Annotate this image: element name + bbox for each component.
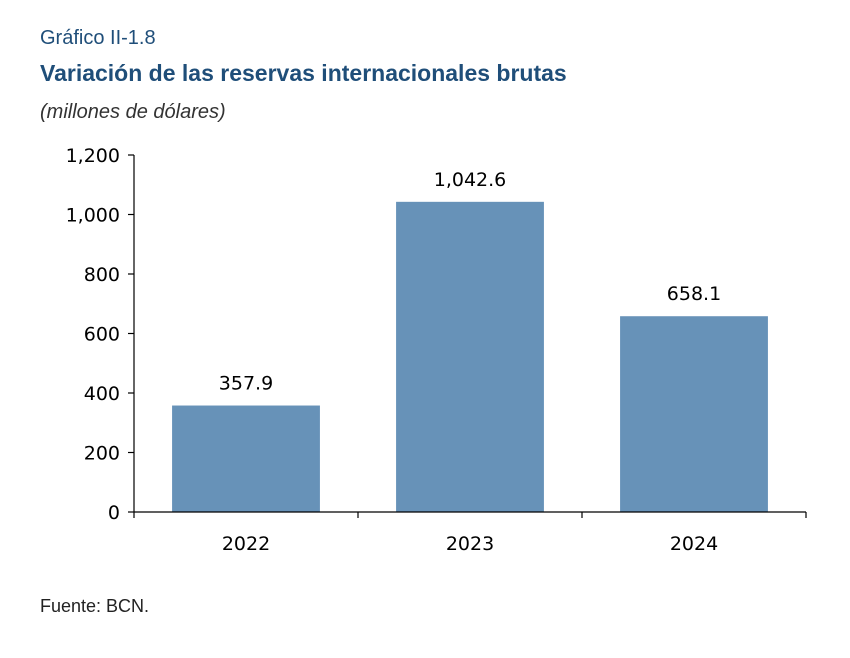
data-label-2024: 658.1 bbox=[667, 283, 721, 305]
chart-subtitle: (millones de dólares) bbox=[40, 101, 226, 123]
bar-chart: 0 200 400 600 800 1,000 1,200 357.9 1,042.6 658.… bbox=[66, 145, 807, 555]
data-label-2022: 357.9 bbox=[219, 373, 273, 395]
chart-title: Variación de las reservas internacionale… bbox=[40, 60, 567, 86]
y-tick-label: 800 bbox=[84, 264, 120, 286]
y-tick-label: 200 bbox=[84, 443, 120, 465]
bar-2023 bbox=[396, 201, 544, 512]
source-note: Fuente: BCN. bbox=[40, 596, 150, 616]
y-tick-label: 1,000 bbox=[66, 205, 120, 227]
x-tick-label: 2023 bbox=[446, 533, 494, 555]
bar-2022 bbox=[172, 405, 320, 512]
figure-label: Gráfico II-1.8 bbox=[40, 27, 156, 49]
y-tick-label: 1,200 bbox=[66, 145, 120, 167]
x-tick-label: 2022 bbox=[222, 533, 270, 555]
x-tick-label: 2024 bbox=[670, 533, 718, 555]
bar-2024 bbox=[620, 316, 768, 512]
y-tick-label: 400 bbox=[84, 383, 120, 405]
y-tick-label: 0 bbox=[108, 502, 120, 524]
data-label-2023: 1,042.6 bbox=[434, 169, 507, 191]
y-tick-label: 600 bbox=[84, 324, 120, 346]
